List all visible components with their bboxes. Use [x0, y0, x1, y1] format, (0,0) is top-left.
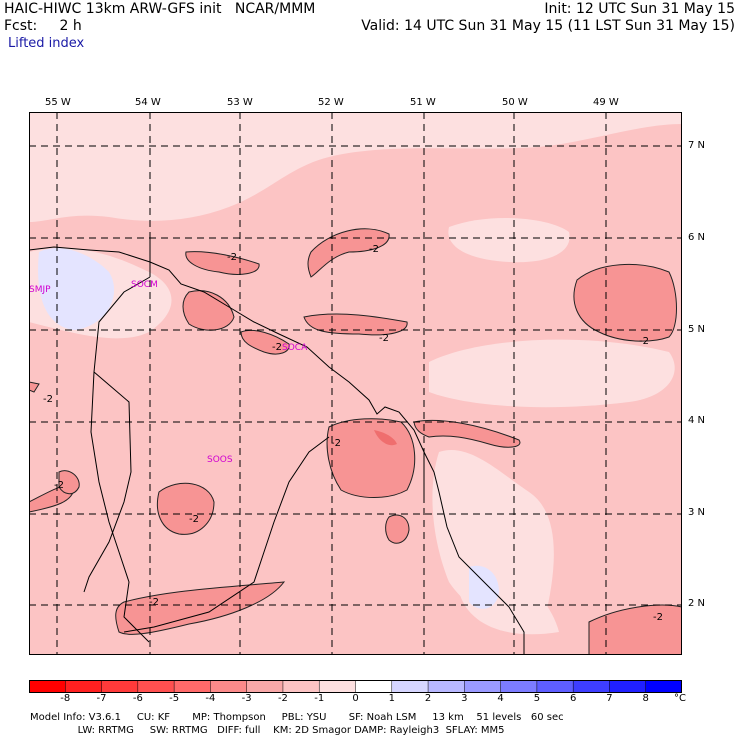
colorbar-cell — [173, 680, 212, 693]
colorbar-cell — [645, 680, 682, 693]
model-info-line2: LW: RRTMG SW: RRTMG DIFF: full KM: 2D Sm… — [30, 725, 505, 736]
contour-label-group: -2 -2 -2 -2 -2 -2 -2 -2 -2 -2 -2 — [43, 244, 663, 623]
lon-label: 53 W — [227, 97, 253, 108]
contour-label: -2 — [149, 597, 159, 608]
stronger-instability — [374, 430, 397, 446]
colorbar-cell — [391, 680, 429, 693]
contour-label: -2 — [331, 438, 341, 449]
lat-label: 6 N — [688, 232, 706, 243]
colorbar-cell — [101, 680, 139, 693]
lon-label: 55 W — [45, 97, 71, 108]
colorbar-cell — [318, 680, 357, 693]
station-label: SOCM — [131, 280, 158, 290]
lon-label: 51 W — [410, 97, 436, 108]
lat-label: 4 N — [688, 415, 706, 426]
colorbar-tick-label: 0 — [352, 693, 359, 704]
colorbar-cell — [137, 680, 175, 693]
latlon-grid — [29, 112, 682, 655]
map-frame — [29, 112, 682, 655]
contour-label: -2 — [43, 394, 53, 405]
colorbar-tick-label: 7 — [606, 693, 613, 704]
colorbar-cell — [572, 680, 611, 693]
colorbar-cell — [65, 680, 103, 693]
contour-label: -2 — [379, 333, 389, 344]
lon-label: 50 W — [502, 97, 528, 108]
valid-time: Valid: 14 UTC Sun 31 May 15 (11 LST Sun … — [361, 18, 735, 34]
station-group: SMJP SOCM SOCA SOOS — [29, 280, 308, 465]
lifted-index-map: -2 -2 -2 -2 -2 -2 -2 -2 -2 -2 -2 SMJP SO… — [29, 112, 682, 655]
colorbar-cell — [246, 680, 284, 693]
colorbar-tick-label: 8 — [642, 693, 649, 704]
colorbar-tick-label: 6 — [569, 693, 577, 704]
contour-label: -2 — [189, 514, 199, 525]
colorbar-cell — [282, 680, 320, 693]
contour-label: -2 — [653, 612, 663, 623]
colorbar-cell — [609, 680, 647, 693]
colorbar-cells — [29, 680, 682, 693]
colorbar-tick-label: -1 — [314, 693, 325, 704]
model-info-line1: Model Info: V3.6.1 CU: KF MP: Thompson P… — [30, 712, 564, 723]
unstable-regions — [29, 228, 682, 655]
model-title: HAIC-HIWC 13km ARW-GFS init NCAR/MMM — [4, 1, 316, 17]
colorbar-tick-label: -8 — [60, 693, 71, 704]
colorbar-tick-label: -7 — [96, 693, 107, 704]
lat-label: 5 N — [688, 324, 706, 335]
coastline — [29, 238, 525, 655]
lat-label: 3 N — [688, 507, 706, 518]
colorbar-unit: °C — [674, 693, 686, 704]
contour-label: -2 — [369, 244, 379, 255]
colorbar-tick-label: -5 — [169, 693, 180, 704]
colorbar-cell — [427, 680, 466, 693]
field-name: Lifted index — [8, 36, 85, 51]
lon-label: 49 W — [593, 97, 619, 108]
colorbar-tick-label: -6 — [132, 693, 143, 704]
lon-label: 54 W — [135, 97, 161, 108]
colorbar-tick-label: -3 — [241, 693, 252, 704]
colorbar-cell — [536, 680, 574, 693]
contour-label: -2 — [54, 480, 64, 491]
contour-label: -2 — [272, 342, 282, 353]
station-label: SOOS — [207, 455, 233, 465]
colorbar-tick-label: -4 — [205, 693, 216, 704]
lat-label: 7 N — [688, 140, 706, 151]
colorbar-cell — [355, 680, 393, 693]
lat-label: 2 N — [688, 598, 706, 609]
colorbar-cell — [500, 680, 538, 693]
init-time: Init: 12 UTC Sun 31 May 15 — [544, 1, 735, 17]
colorbar-tick-label: 4 — [497, 693, 504, 704]
colorbar-cell — [210, 680, 248, 693]
colorbar-tick-label: 5 — [533, 693, 541, 704]
colorbar-cell — [29, 680, 67, 693]
colorbar-tick-label: -2 — [277, 693, 288, 704]
colorbar-tick-label: 2 — [424, 693, 432, 704]
contour-label: -2 — [227, 252, 237, 263]
lon-label: 52 W — [318, 97, 344, 108]
colorbar — [29, 680, 682, 693]
station-label: SOCA — [282, 343, 308, 353]
colorbar-cell — [464, 680, 502, 693]
station-label: SMJP — [29, 285, 51, 295]
contour-label: -2 — [639, 336, 649, 347]
forecast-hour: Fcst: 2 h — [4, 18, 82, 34]
colorbar-tick-label: 1 — [388, 693, 395, 704]
colorbar-tick-label: 3 — [461, 693, 468, 704]
